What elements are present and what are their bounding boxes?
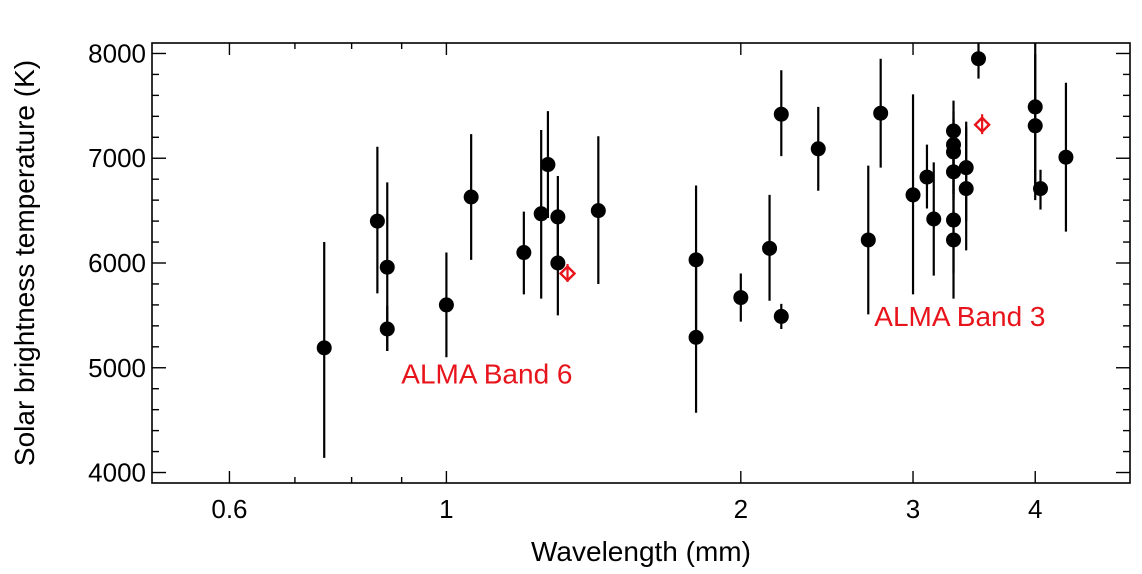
data-point — [540, 157, 556, 173]
data-point — [762, 240, 778, 256]
y-tick-label: 7000 — [88, 143, 146, 173]
data-point — [550, 255, 566, 271]
annotation-label: ALMA Band 6 — [401, 358, 572, 389]
data-point — [773, 106, 789, 122]
x-tick-label: 3 — [906, 494, 920, 524]
x-tick-label: 4 — [1028, 494, 1042, 524]
data-point — [316, 340, 332, 356]
plot-frame — [151, 42, 1131, 484]
data-point — [860, 232, 876, 248]
data-point — [919, 169, 935, 185]
data-point — [463, 189, 479, 205]
data-point — [688, 329, 704, 345]
data-point — [1032, 181, 1048, 197]
annotation-label: ALMA Band 3 — [874, 301, 1045, 332]
x-axis: 0.6 1 2 3 4 — [211, 43, 1042, 524]
data-point — [590, 203, 606, 219]
data-point — [773, 308, 789, 324]
x-tick-label: 2 — [734, 494, 748, 524]
data-point — [873, 105, 889, 121]
data-point — [369, 213, 385, 229]
y-tick-label: 6000 — [88, 248, 146, 278]
data-point — [733, 290, 749, 306]
x-axis-title: Wavelength (mm) — [531, 536, 751, 567]
data-point — [971, 51, 987, 67]
data-point — [958, 181, 974, 197]
data-points — [316, 43, 1074, 458]
y-tick-label: 8000 — [88, 38, 146, 68]
data-point — [1058, 149, 1074, 165]
data-point — [1027, 118, 1043, 134]
x-tick-label: 0.6 — [211, 494, 247, 524]
data-point — [438, 297, 454, 313]
data-point — [810, 141, 826, 157]
data-point — [516, 245, 532, 261]
data-point — [533, 206, 549, 222]
x-tick-label: 1 — [439, 494, 453, 524]
y-axis: 4000 5000 6000 7000 8000 — [88, 38, 1130, 488]
data-point — [946, 232, 962, 248]
y-tick-label: 5000 — [88, 353, 146, 383]
data-point — [379, 321, 395, 337]
data-point — [379, 259, 395, 275]
annotations: ALMA Band 6 ALMA Band 3 — [401, 301, 1045, 390]
y-tick-label: 4000 — [88, 458, 146, 488]
y-axis-title: Solar brightness temperature (K) — [9, 60, 40, 466]
data-point — [905, 187, 921, 203]
data-point — [926, 211, 942, 227]
data-point — [688, 252, 704, 268]
